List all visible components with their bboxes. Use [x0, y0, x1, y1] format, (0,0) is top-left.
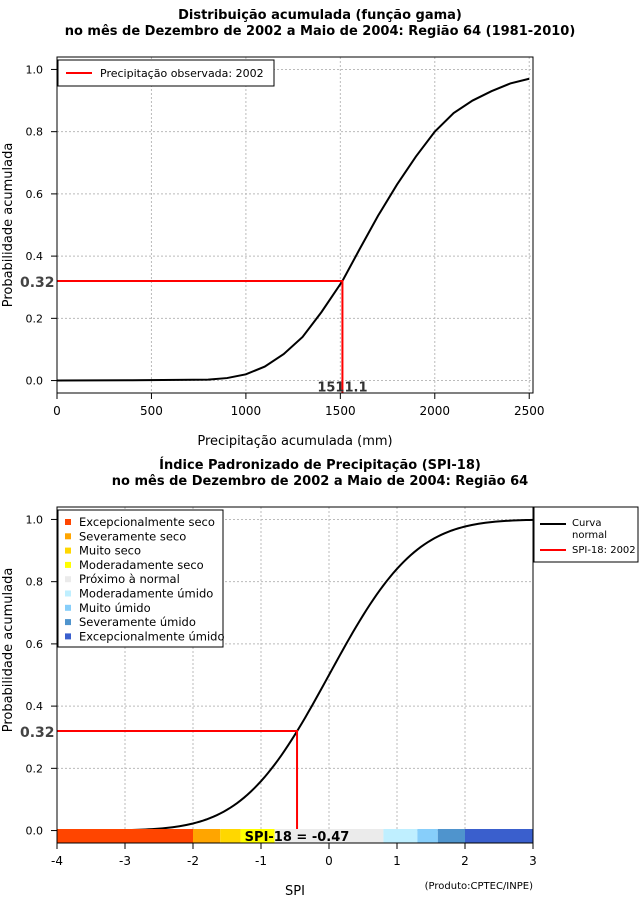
x-tick-label: -4: [51, 854, 63, 868]
legend-label: SPI-18: 2002: [572, 545, 636, 556]
y-tick-label: 0.0: [26, 825, 44, 838]
y-axis-label: Probabilidade acumulada: [1, 143, 16, 308]
gamma-cdf-line: [56, 77, 530, 382]
legend-label: Severamente úmido: [79, 615, 196, 629]
y-tick-label: 0.0: [26, 375, 44, 388]
y-tick-label: 0.4: [26, 700, 44, 713]
y-tick-label: 0.2: [26, 762, 44, 775]
marker-y-label: 0.32: [20, 275, 55, 291]
curve-legend-box: [533, 506, 639, 563]
x-tick-label: -3: [119, 854, 131, 868]
plot-frame: [56, 56, 534, 394]
spi-class-band: [417, 829, 438, 843]
legend-swatch: [65, 604, 71, 611]
legend-label: Moderadamente úmido: [79, 587, 213, 601]
x-tick-label: -1: [255, 854, 267, 868]
y-tick-label: 0.8: [26, 576, 44, 589]
spi-class-band: [220, 829, 241, 843]
spi-class-band: [437, 829, 465, 843]
spi-class-band: [383, 829, 418, 843]
x-tick-label: 0: [53, 404, 61, 418]
legend-swatch: [65, 576, 71, 583]
y-tick-label: 0.8: [26, 126, 44, 139]
y-tick-label: 1.0: [26, 513, 44, 526]
marker-y-label: 0.32: [20, 725, 55, 741]
x-tick-label: 0: [325, 854, 333, 868]
legend-label: Excepcionalmente seco: [79, 515, 215, 529]
legend-label: Próximo à normal: [79, 572, 180, 586]
x-axis-label: SPI: [285, 884, 305, 899]
legend-label: Muito úmido: [79, 601, 151, 615]
legend-swatch: [65, 561, 71, 568]
y-tick-label: 0.6: [26, 638, 44, 651]
legend-label: Severamente seco: [79, 529, 186, 543]
x-tick-label: 500: [140, 404, 163, 418]
legend-label: normal: [572, 530, 607, 541]
legend-label: Muito seco: [79, 544, 141, 558]
x-tick-label: 1: [393, 854, 401, 868]
chart-title-line: no mês de Dezembro de 2002 a Maio de 200…: [65, 24, 576, 39]
y-tick-label: 1.0: [26, 63, 44, 76]
chart-title-line: Distribuição acumulada (função gama): [178, 8, 462, 23]
spi-class-band: [465, 829, 533, 843]
x-tick-label: 2: [461, 854, 469, 868]
legend-label: Moderadamente seco: [79, 558, 204, 572]
x-tick-label: 1000: [231, 404, 262, 418]
spi-class-band: [57, 829, 193, 843]
spi-class-band: [274, 829, 384, 843]
chart-title-line: no mês de Dezembro de 2002 a Maio de 200…: [112, 474, 528, 489]
chart-title-line: Índice Padronizado de Precipitação (SPI-…: [159, 457, 481, 473]
legend-swatch: [65, 547, 71, 554]
y-tick-label: 0.2: [26, 312, 44, 325]
y-tick-label: 0.4: [26, 250, 44, 263]
spi-class-band: [240, 829, 275, 843]
legend-label: Curva: [572, 518, 601, 529]
legend-swatch: [65, 619, 71, 626]
observed-marker-line: [57, 280, 344, 393]
x-tick-label: 2000: [420, 404, 451, 418]
legend-box: [57, 59, 275, 87]
legend-swatch: [65, 633, 71, 640]
spi-class-band: [193, 829, 221, 843]
y-tick-label: 0.6: [26, 188, 44, 201]
plot-frame: [56, 506, 534, 844]
marker-x-label: 1511.1: [317, 381, 367, 396]
y-axis-label: Probabilidade acumulada: [1, 568, 16, 733]
x-tick-label: -2: [187, 854, 199, 868]
spi-marker-line: [57, 730, 299, 843]
legend-swatch: [65, 533, 71, 540]
x-axis-label: Precipitação acumulada (mm): [197, 434, 392, 449]
class-legend-box: [57, 509, 224, 648]
x-tick-label: 1500: [325, 404, 356, 418]
legend-swatch: [65, 590, 71, 597]
spi-value-label: SPI-18 = -0.47: [245, 830, 350, 845]
x-tick-label: 3: [529, 854, 537, 868]
footer-credit: (Produto:CPTEC/INPE): [425, 881, 533, 892]
legend-label: Excepcionalmente úmido: [79, 629, 224, 643]
legend-swatch: [65, 519, 71, 525]
x-tick-label: 2500: [514, 404, 545, 418]
legend-label: Precipitação observada: 2002: [100, 67, 264, 80]
